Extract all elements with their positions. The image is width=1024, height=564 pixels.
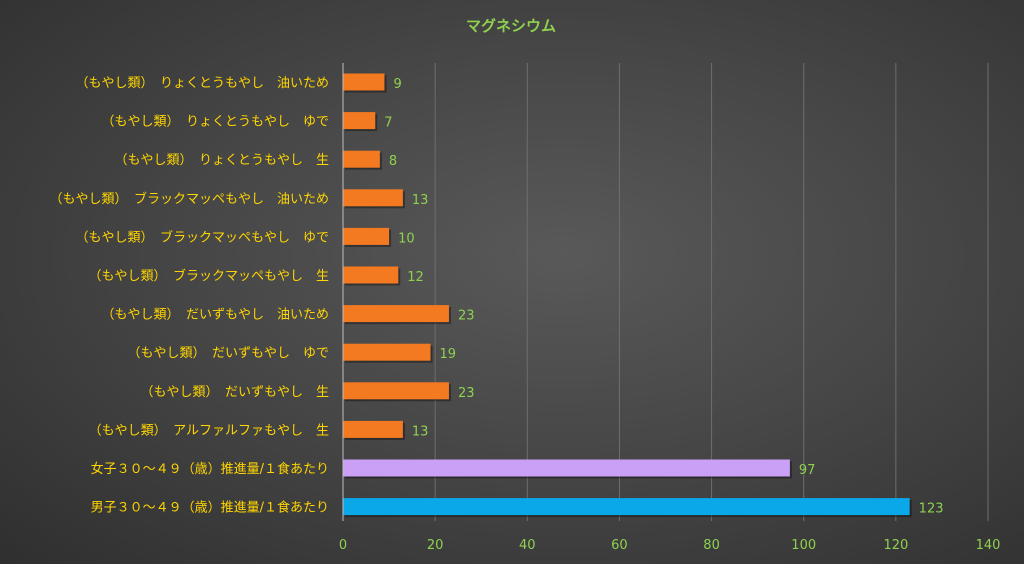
- bar: [343, 150, 380, 168]
- category-label: 女子３０～４９（歳）推進量/１食あたり: [91, 461, 329, 477]
- category-label: （もやし類） アルファルファもやし 生: [89, 423, 329, 438]
- data-label: 7: [384, 116, 392, 131]
- category-label: （もやし類） だいずもやし 油いため: [101, 308, 329, 323]
- data-label: 23: [458, 386, 475, 401]
- category-label: （もやし類） ブラックマッペもやし 油いため: [49, 191, 329, 207]
- x-tick-label: 60: [611, 538, 628, 553]
- bar: [343, 189, 403, 207]
- data-label: 12: [407, 270, 424, 285]
- category-label: （もやし類） ブラックマッペもやし ゆで: [75, 229, 329, 245]
- data-label: 9: [393, 77, 401, 92]
- bar: [343, 459, 790, 477]
- bar: [343, 112, 376, 130]
- category-label: （もやし類） りょくとうもやし 油いため: [75, 76, 329, 91]
- data-label: 8: [389, 154, 397, 169]
- bars: [343, 73, 912, 518]
- bar: [343, 343, 431, 361]
- x-tick-label: 120: [883, 538, 908, 553]
- data-label: 13: [412, 424, 429, 439]
- x-tick-label: 80: [703, 538, 720, 553]
- bar: [343, 227, 390, 245]
- x-tick-label: 140: [976, 538, 1001, 553]
- x-axis-tick-labels: 0 20 40 60 80 100 120 140: [339, 538, 1001, 553]
- chart-title: マグネシウム: [466, 17, 556, 35]
- category-label: （もやし類） りょくとうもやし 生: [114, 153, 329, 168]
- bar: [343, 382, 449, 400]
- gridlines: [434, 63, 989, 521]
- x-tick-label: 20: [427, 538, 444, 553]
- data-label: 123: [919, 502, 944, 517]
- category-label: （もやし類） だいずもやし 生: [140, 385, 329, 400]
- category-label: （もやし類） りょくとうもやし ゆで: [101, 115, 329, 130]
- category-label: （もやし類） だいずもやし ゆで: [127, 346, 329, 361]
- category-label: （もやし類） ブラックマッペもやし 生: [88, 268, 329, 284]
- bar: [343, 266, 399, 284]
- data-label: 97: [799, 463, 816, 478]
- x-tick-label: 40: [519, 538, 536, 553]
- x-tick-label: 100: [791, 538, 816, 553]
- bar: [343, 73, 385, 91]
- data-label: 10: [398, 231, 415, 246]
- bar: [343, 420, 403, 438]
- data-label: 13: [412, 193, 429, 208]
- data-label: 19: [440, 347, 457, 362]
- x-tick-label: 0: [339, 538, 347, 553]
- bar: [343, 305, 449, 323]
- category-labels: （もやし類） りょくとうもやし 油いため （もやし類） りょくとうもやし ゆで （も…: [49, 76, 329, 516]
- bar: [343, 498, 910, 516]
- category-label: 男子３０～４９（歳）推進量/１食あたり: [91, 500, 329, 516]
- data-label: 23: [458, 309, 475, 324]
